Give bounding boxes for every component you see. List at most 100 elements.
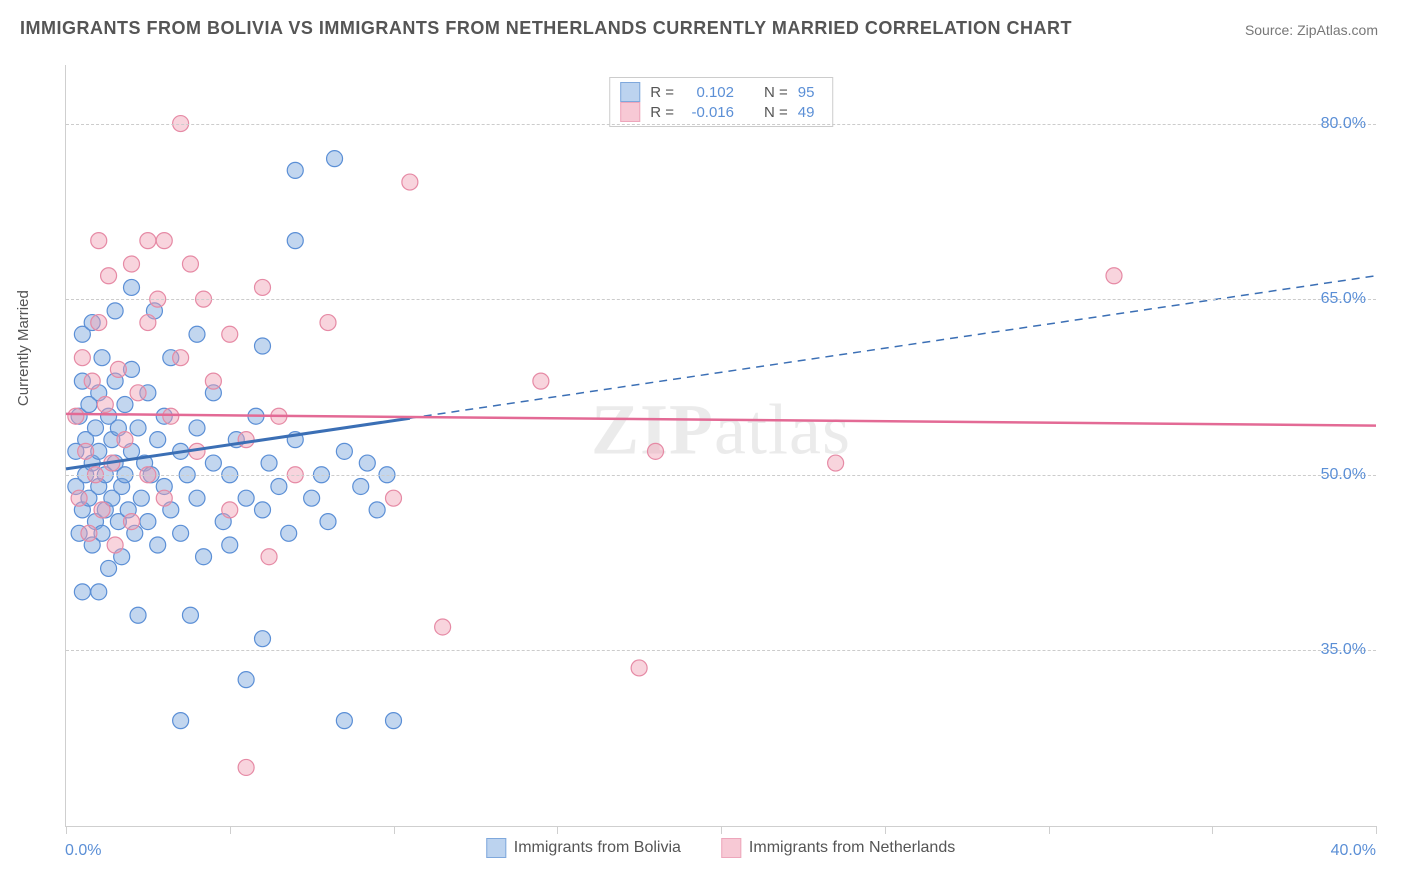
data-point xyxy=(94,502,110,518)
chart-container: Currently Married ZIPatlas R =0.102N =95… xyxy=(20,55,1386,872)
x-axis-max-label: 40.0% xyxy=(1331,842,1376,860)
data-point xyxy=(205,455,221,471)
data-point xyxy=(238,490,254,506)
data-point xyxy=(182,256,198,272)
data-point xyxy=(81,525,97,541)
data-point xyxy=(97,397,113,413)
plot-svg xyxy=(66,65,1376,826)
data-point xyxy=(281,525,297,541)
data-point xyxy=(533,373,549,389)
y-tick-label: 80.0% xyxy=(1321,115,1366,133)
data-point xyxy=(91,233,107,249)
data-point xyxy=(94,350,110,366)
data-point xyxy=(74,584,90,600)
data-point xyxy=(107,303,123,319)
data-point xyxy=(828,455,844,471)
series-legend-item: Immigrants from Bolivia xyxy=(486,838,681,858)
data-point xyxy=(189,326,205,342)
data-point xyxy=(117,397,133,413)
data-point xyxy=(87,420,103,436)
data-point xyxy=(189,420,205,436)
data-point xyxy=(124,279,140,295)
data-point xyxy=(133,490,149,506)
data-point xyxy=(140,233,156,249)
data-point xyxy=(196,549,212,565)
data-point xyxy=(91,584,107,600)
gridline xyxy=(66,299,1376,300)
data-point xyxy=(359,455,375,471)
series-legend: Immigrants from Bolivia Immigrants from N… xyxy=(486,838,955,858)
data-point xyxy=(124,256,140,272)
data-point xyxy=(173,525,189,541)
data-point xyxy=(369,502,385,518)
data-point xyxy=(320,514,336,530)
data-point xyxy=(150,432,166,448)
data-point xyxy=(402,174,418,190)
y-tick-label: 65.0% xyxy=(1321,290,1366,308)
data-point xyxy=(1106,268,1122,284)
data-point xyxy=(261,455,277,471)
data-point xyxy=(110,361,126,377)
data-point xyxy=(287,162,303,178)
source-text: Source: ZipAtlas.com xyxy=(1245,22,1378,38)
data-point xyxy=(205,373,221,389)
data-point xyxy=(101,268,117,284)
data-point xyxy=(84,373,100,389)
data-point xyxy=(386,713,402,729)
data-point xyxy=(189,490,205,506)
y-tick-label: 35.0% xyxy=(1321,641,1366,659)
x-axis-min-label: 0.0% xyxy=(65,842,101,860)
chart-title: IMMIGRANTS FROM BOLIVIA VS IMMIGRANTS FR… xyxy=(20,18,1072,39)
regression-line-dashed xyxy=(410,276,1376,418)
data-point xyxy=(353,478,369,494)
x-tick xyxy=(1376,826,1377,834)
data-point xyxy=(78,443,94,459)
y-axis-label: Currently Married xyxy=(15,290,32,406)
data-point xyxy=(238,672,254,688)
data-point xyxy=(173,350,189,366)
data-point xyxy=(173,713,189,729)
gridline xyxy=(66,650,1376,651)
data-point xyxy=(255,338,271,354)
data-point xyxy=(271,478,287,494)
data-point xyxy=(182,607,198,623)
data-point xyxy=(91,315,107,331)
data-point xyxy=(238,432,254,448)
data-point xyxy=(222,502,238,518)
data-point xyxy=(156,233,172,249)
data-point xyxy=(304,490,320,506)
data-point xyxy=(130,385,146,401)
data-point xyxy=(101,560,117,576)
data-point xyxy=(71,490,87,506)
data-point xyxy=(435,619,451,635)
gridline xyxy=(66,124,1376,125)
data-point xyxy=(140,315,156,331)
data-point xyxy=(320,315,336,331)
data-point xyxy=(222,326,238,342)
data-point xyxy=(74,350,90,366)
data-point xyxy=(336,443,352,459)
series-legend-item: Immigrants from Netherlands xyxy=(721,838,955,858)
data-point xyxy=(130,420,146,436)
data-point xyxy=(130,607,146,623)
data-point xyxy=(222,537,238,553)
plot-area: ZIPatlas R =0.102N =95R =-0.016N =49 35.… xyxy=(65,65,1376,827)
legend-swatch xyxy=(721,838,741,858)
legend-label: Immigrants from Netherlands xyxy=(749,839,955,857)
data-point xyxy=(117,432,133,448)
data-point xyxy=(255,502,271,518)
x-axis-area: 0.0% 40.0% Immigrants from BoliviaImmigr… xyxy=(65,832,1376,872)
data-point xyxy=(386,490,402,506)
gridline xyxy=(66,475,1376,476)
data-point xyxy=(287,233,303,249)
data-point xyxy=(261,549,277,565)
data-point xyxy=(255,279,271,295)
data-point xyxy=(124,514,140,530)
data-point xyxy=(150,537,166,553)
data-point xyxy=(255,631,271,647)
data-point xyxy=(631,660,647,676)
data-point xyxy=(648,443,664,459)
data-point xyxy=(68,408,84,424)
data-point xyxy=(140,514,156,530)
legend-swatch xyxy=(486,838,506,858)
